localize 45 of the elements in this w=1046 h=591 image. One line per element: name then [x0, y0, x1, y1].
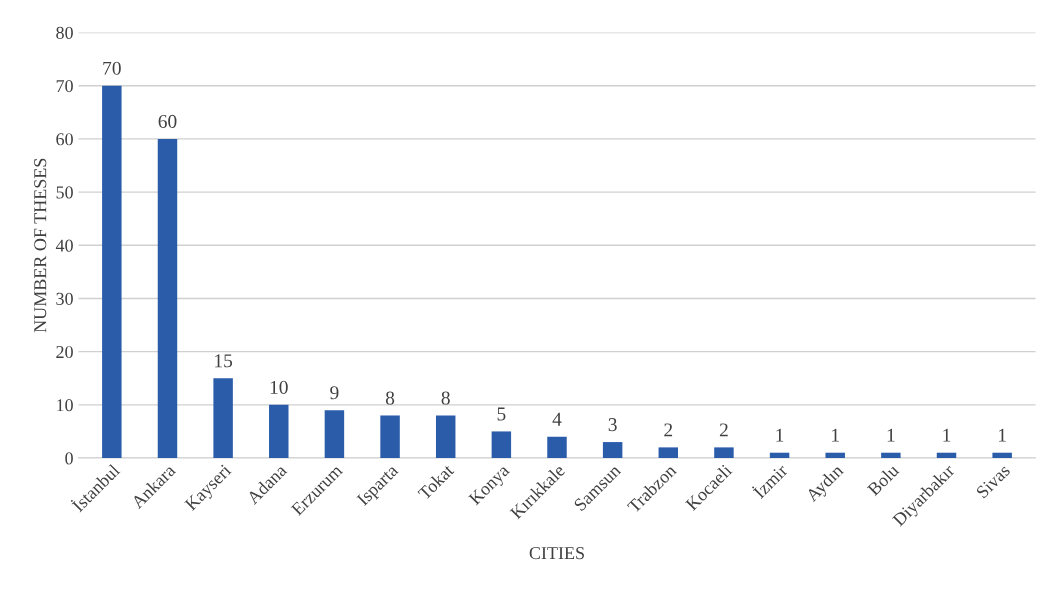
- data-label: 1: [887, 428, 895, 442]
- y-tick-label: 30: [56, 292, 73, 305]
- data-label: 1: [943, 428, 951, 442]
- data-label: 5: [497, 407, 506, 421]
- data-label: 1: [776, 428, 784, 442]
- y-tick-label: 60: [56, 133, 73, 146]
- data-label: 15: [215, 354, 233, 368]
- y-axis-title: NUMBER OF THESES: [34, 158, 47, 333]
- y-tick-label: 70: [56, 79, 73, 93]
- y-tick-label: 0: [65, 452, 73, 465]
- bar: [102, 85, 122, 459]
- y-tick-label: 20: [56, 345, 73, 359]
- y-tick-label: 50: [56, 186, 73, 199]
- data-label: 10: [270, 380, 288, 394]
- data-label: 4: [552, 412, 562, 426]
- bar: [825, 452, 845, 459]
- data-label: 2: [664, 423, 673, 437]
- y-tick-label: 40: [55, 239, 73, 252]
- bar: [213, 378, 233, 459]
- bar: [157, 138, 178, 459]
- bar: [380, 415, 400, 459]
- data-label: 60: [158, 114, 177, 128]
- data-label: 9: [330, 386, 339, 400]
- bar: [491, 431, 512, 459]
- bar: [547, 436, 567, 459]
- bar: [714, 447, 734, 459]
- bar: [936, 452, 957, 459]
- bar: [269, 404, 289, 459]
- data-label: 3: [608, 418, 617, 432]
- bar: [992, 452, 1012, 459]
- data-label: 1: [999, 428, 1006, 442]
- y-tick-label: 10: [57, 399, 73, 412]
- data-label: 8: [385, 391, 395, 405]
- y-tick-label: 80: [56, 26, 73, 39]
- bar: [324, 410, 345, 459]
- x-axis-title: CITIES: [529, 547, 584, 560]
- data-label: 70: [103, 61, 121, 75]
- data-label: 8: [441, 391, 450, 405]
- bar: [658, 447, 679, 459]
- bar: [602, 442, 623, 459]
- bar: [881, 452, 901, 459]
- bar: [435, 415, 456, 459]
- data-label: 1: [832, 428, 839, 442]
- data-label: 2: [719, 423, 728, 437]
- bar: [769, 452, 790, 459]
